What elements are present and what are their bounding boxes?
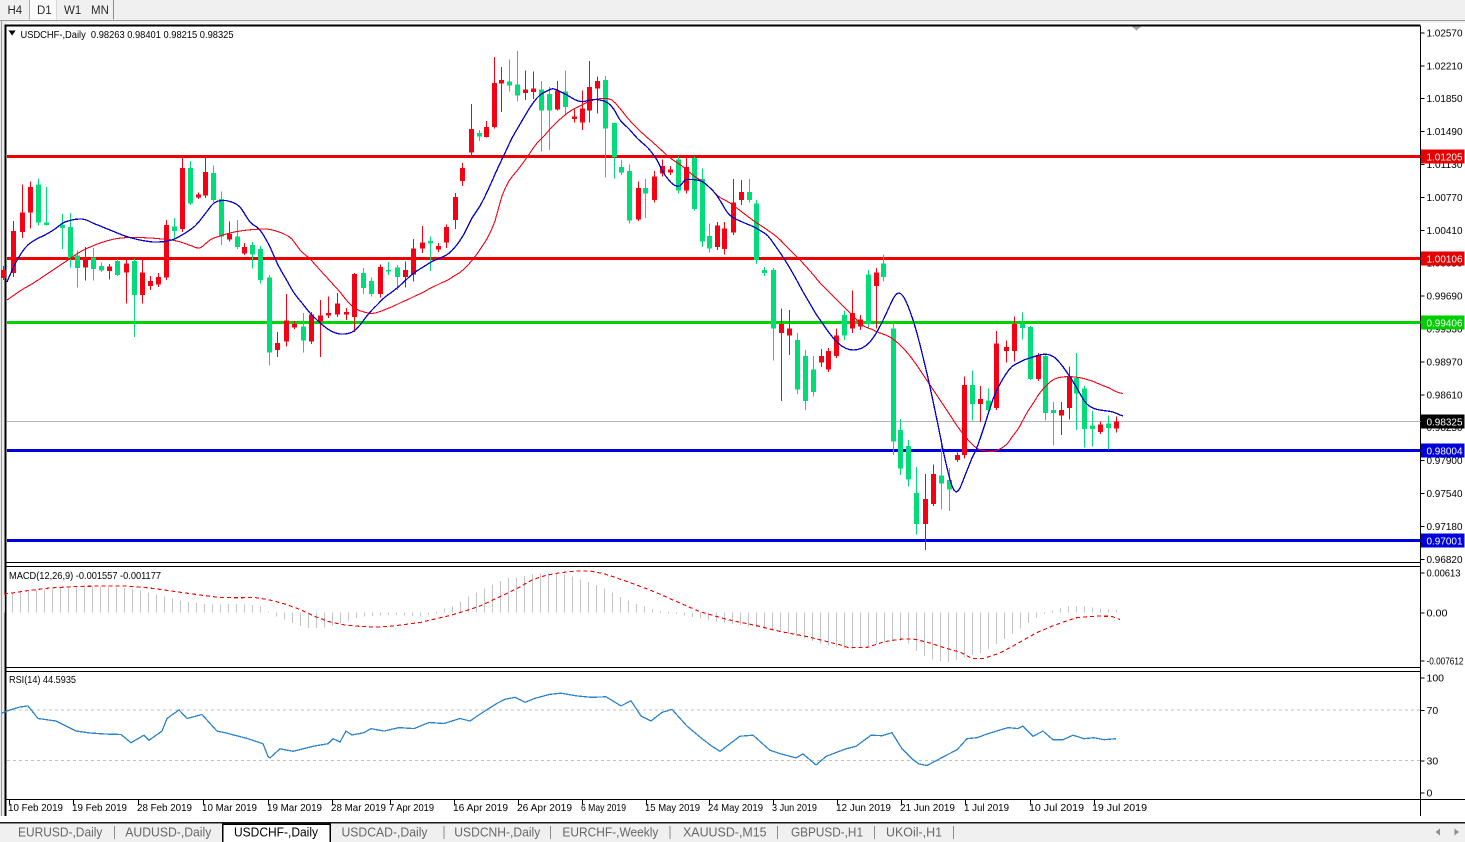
svg-text:H4: H4 — [8, 5, 23, 17]
svg-text:0.97900: 0.97900 — [1427, 455, 1463, 467]
svg-text:30: 30 — [1427, 755, 1439, 767]
svg-text:1.00770: 1.00770 — [1427, 192, 1463, 204]
svg-text:19 Feb 2019: 19 Feb 2019 — [72, 802, 127, 814]
svg-text:7 Apr 2019: 7 Apr 2019 — [389, 802, 434, 814]
svg-text:-0.007612: -0.007612 — [1427, 655, 1464, 667]
svg-text:1.01490: 1.01490 — [1427, 126, 1463, 138]
svg-text:1.01850: 1.01850 — [1427, 93, 1463, 105]
svg-text:1 Jul 2019: 1 Jul 2019 — [964, 802, 1009, 814]
svg-text:3 Jun 2019: 3 Jun 2019 — [772, 802, 817, 814]
svg-text:19 Jul 2019: 19 Jul 2019 — [1092, 802, 1147, 814]
svg-text:0.00613: 0.00613 — [1427, 568, 1461, 580]
svg-text:10 Feb 2019: 10 Feb 2019 — [8, 802, 63, 814]
svg-text:1.00106: 1.00106 — [1427, 254, 1463, 266]
svg-text:12 Jun 2019: 12 Jun 2019 — [836, 802, 891, 814]
svg-text:0.97180: 0.97180 — [1427, 521, 1463, 533]
svg-text:24 May 2019: 24 May 2019 — [708, 802, 763, 814]
svg-text:UKOil-,H1: UKOil-,H1 — [886, 825, 942, 840]
svg-text:USDCAD-,Daily: USDCAD-,Daily — [342, 825, 428, 840]
svg-text:MN: MN — [91, 5, 109, 17]
svg-text:70: 70 — [1427, 705, 1439, 717]
svg-text:19 Mar 2019: 19 Mar 2019 — [267, 802, 322, 814]
svg-text:RSI(14) 44.5935: RSI(14) 44.5935 — [9, 674, 76, 686]
svg-text:D1: D1 — [37, 5, 52, 17]
svg-text:28 Mar 2019: 28 Mar 2019 — [331, 802, 386, 814]
svg-text:EURCHF-,Weekly: EURCHF-,Weekly — [562, 825, 658, 840]
svg-text:26 Apr 2019: 26 Apr 2019 — [517, 802, 572, 814]
svg-text:0.98325: 0.98325 — [1427, 417, 1463, 429]
svg-text:0.98004: 0.98004 — [1427, 446, 1463, 458]
svg-text:0.99406: 0.99406 — [1427, 318, 1463, 330]
svg-text:16 Apr 2019: 16 Apr 2019 — [453, 802, 508, 814]
svg-text:6 May 2019: 6 May 2019 — [581, 802, 626, 814]
svg-text:USDCHF-,Daily: USDCHF-,Daily — [234, 825, 318, 840]
svg-text:EURUSD-,Daily: EURUSD-,Daily — [18, 825, 103, 840]
svg-text:1.01205: 1.01205 — [1427, 152, 1463, 164]
svg-text:10 Jul 2019: 10 Jul 2019 — [1029, 802, 1084, 814]
svg-text:10 Mar 2019: 10 Mar 2019 — [202, 802, 257, 814]
svg-text:USDCNH-,Daily: USDCNH-,Daily — [454, 825, 540, 840]
svg-text:1.02570: 1.02570 — [1427, 27, 1463, 39]
svg-text:0.97001: 0.97001 — [1427, 536, 1463, 548]
svg-text:21 Jun 2019: 21 Jun 2019 — [900, 802, 955, 814]
svg-text:0.98610: 0.98610 — [1427, 389, 1463, 401]
svg-text:0.98970: 0.98970 — [1427, 356, 1463, 368]
svg-text:0.96820: 0.96820 — [1427, 554, 1463, 566]
svg-text:15 May 2019: 15 May 2019 — [645, 802, 700, 814]
svg-text:XAUUSD-,M15: XAUUSD-,M15 — [683, 825, 767, 840]
svg-text:100: 100 — [1427, 673, 1445, 685]
svg-text:USDCHF-,Daily 0.98263 0.98401: USDCHF-,Daily 0.98263 0.98401 0.98215 0.… — [21, 29, 234, 41]
svg-text:0.97540: 0.97540 — [1427, 488, 1463, 500]
svg-text:0: 0 — [1427, 788, 1433, 800]
svg-text:0.99690: 0.99690 — [1427, 291, 1463, 303]
svg-text:1.02210: 1.02210 — [1427, 60, 1463, 72]
svg-text:28 Feb 2019: 28 Feb 2019 — [137, 802, 192, 814]
svg-text:0.00: 0.00 — [1427, 608, 1448, 620]
svg-text:MACD(12,26,9) -0.001557 -0.001: MACD(12,26,9) -0.001557 -0.001177 — [9, 570, 161, 582]
svg-text:GBPUSD-,H1: GBPUSD-,H1 — [791, 825, 863, 840]
svg-text:1.00410: 1.00410 — [1427, 225, 1463, 237]
svg-text:AUDUSD-,Daily: AUDUSD-,Daily — [125, 825, 211, 840]
svg-text:W1: W1 — [64, 5, 81, 17]
